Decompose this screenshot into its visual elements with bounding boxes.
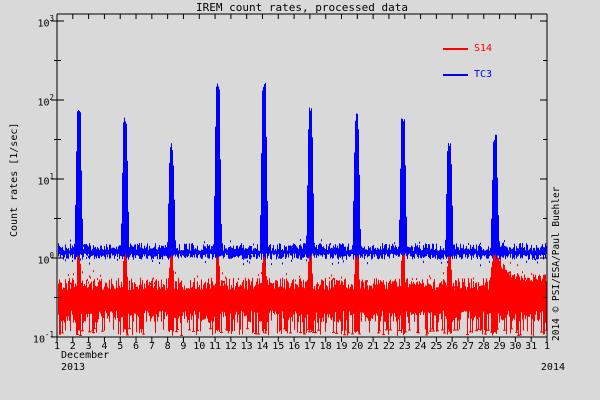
x-tick-label: 24 bbox=[414, 341, 427, 352]
x-tick-label: 17 bbox=[303, 341, 316, 352]
y-tick-label: 103 bbox=[37, 14, 54, 30]
x-tick-label: 15 bbox=[272, 341, 285, 352]
x-tick-label: 2 bbox=[69, 341, 76, 352]
x-tick-label: 31 bbox=[525, 341, 538, 352]
x-tick-label: 11 bbox=[209, 341, 222, 352]
legend-label-s14: S14 bbox=[474, 43, 493, 54]
x-tick-label: 26 bbox=[446, 341, 459, 352]
x-tick-label: 12 bbox=[224, 341, 237, 352]
x-tick-label: 23 bbox=[398, 341, 411, 352]
x-tick-label: 8 bbox=[164, 341, 171, 352]
x-tick-label: 30 bbox=[509, 341, 522, 352]
x-tick-label: 13 bbox=[240, 341, 253, 352]
tc3-series bbox=[58, 82, 547, 267]
x-tick-label: 6 bbox=[133, 341, 140, 352]
x-tick-label: 27 bbox=[461, 341, 474, 352]
x-axis-year-right: 2014 bbox=[540, 362, 565, 373]
x-tick-label: 29 bbox=[493, 341, 506, 352]
x-tick-label: 7 bbox=[148, 341, 155, 352]
y-tick-label: 10-1 bbox=[32, 330, 54, 346]
x-tick-label: 25 bbox=[430, 341, 443, 352]
x-tick-label: 18 bbox=[319, 341, 332, 352]
x-tick-label: 1 bbox=[543, 341, 551, 352]
x-tick-label: 20 bbox=[351, 341, 364, 352]
x-axis-month-label: December bbox=[61, 350, 110, 361]
x-tick-label: 16 bbox=[288, 341, 301, 352]
x-tick-label: 21 bbox=[367, 341, 380, 352]
x-tick-label: 3 bbox=[85, 341, 92, 352]
x-tick-label: 1 bbox=[53, 341, 61, 352]
legend-swatch-tc3 bbox=[443, 74, 468, 76]
legend-label-tc3: TC3 bbox=[474, 69, 493, 80]
x-tick-label: 5 bbox=[117, 341, 124, 352]
legend-swatch-s14 bbox=[443, 48, 468, 50]
x-tick-label: 14 bbox=[256, 341, 269, 352]
x-tick-label: 28 bbox=[477, 341, 490, 352]
y-tick-label: 100 bbox=[37, 251, 54, 267]
x-tick-label: 9 bbox=[180, 341, 187, 352]
plot-title: IREM count rates, processed data bbox=[196, 1, 408, 14]
x-tick-label: 10 bbox=[193, 341, 206, 352]
y-axis-title: Count rates [1/sec] bbox=[9, 122, 20, 237]
copyright-watermark: 2014 © PSI/ESA/Paul Buehler bbox=[551, 186, 562, 341]
s14-series bbox=[58, 232, 548, 336]
x-tick-label: 4 bbox=[101, 341, 108, 352]
y-tick-label: 101 bbox=[37, 172, 54, 188]
x-axis-year-left: 2013 bbox=[61, 362, 86, 373]
y-tick-label: 102 bbox=[37, 93, 54, 109]
x-tick-label: 19 bbox=[335, 341, 348, 352]
axes bbox=[51, 13, 548, 342]
x-tick-label: 22 bbox=[382, 341, 395, 352]
